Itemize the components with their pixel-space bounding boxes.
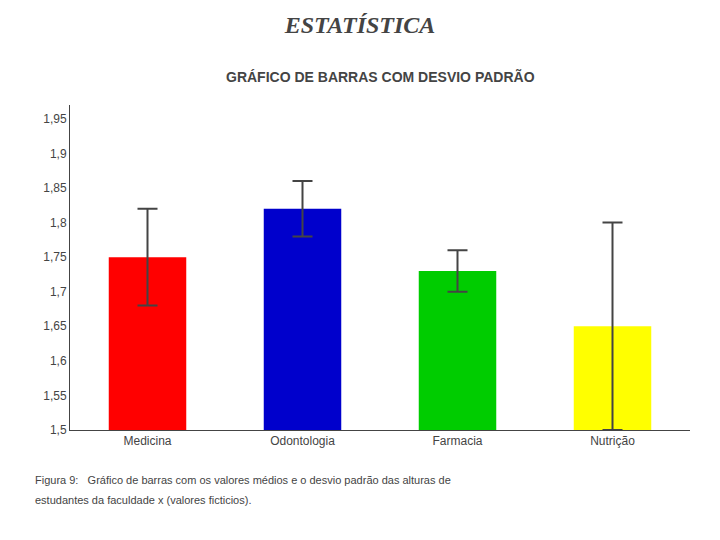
svg-text:Medicina: Medicina [123,434,171,448]
svg-text:1,55: 1,55 [43,389,67,403]
svg-text:1,8: 1,8 [50,216,67,230]
svg-text:GRÁFICO DE BARRAS COM DESVIO P: GRÁFICO DE BARRAS COM DESVIO PADRÃO [226,68,535,85]
svg-text:Nutrição: Nutrição [590,434,635,448]
svg-text:1,9: 1,9 [50,147,67,161]
svg-text:1,7: 1,7 [50,285,67,299]
svg-text:Odontologia: Odontologia [270,434,335,448]
svg-text:estudantes da faculdade x (val: estudantes da faculdade x (valores ficti… [35,494,251,506]
svg-text:ESTATÍSTICA: ESTATÍSTICA [284,12,436,38]
svg-text:Figura 9: Gráfico de barras: Figura 9: Gráfico de barras com os valor… [35,474,451,486]
svg-text:1,95: 1,95 [43,112,67,126]
svg-text:1,65: 1,65 [43,319,67,333]
svg-text:1,75: 1,75 [43,250,67,264]
svg-text:Farmacia: Farmacia [432,434,482,448]
svg-text:1,85: 1,85 [43,181,67,195]
svg-text:1,5: 1,5 [50,423,67,437]
svg-text:1,6: 1,6 [50,354,67,368]
